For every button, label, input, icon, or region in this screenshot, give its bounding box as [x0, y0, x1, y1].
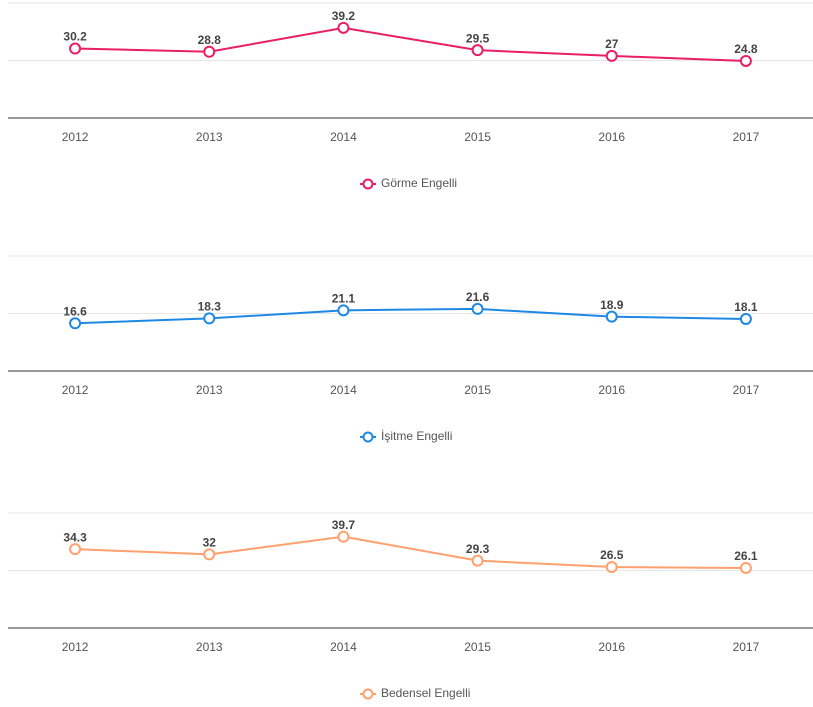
- legend-marker: [362, 431, 374, 443]
- legend-label: Görme Engelli: [381, 176, 457, 190]
- point: [203, 312, 216, 325]
- data-label: 29.3: [466, 542, 490, 556]
- point: [69, 317, 82, 330]
- x-tick-label: 2014: [330, 130, 357, 144]
- point: [337, 21, 350, 34]
- x-tick-label: 2015: [464, 130, 491, 144]
- point: [203, 548, 216, 561]
- data-label: 16.6: [63, 304, 87, 318]
- point: [739, 312, 752, 325]
- data-label: 32: [203, 536, 217, 550]
- point: [337, 304, 350, 317]
- data-label: 39.7: [332, 518, 356, 532]
- data-label: 28.8: [198, 33, 222, 47]
- data-label: 29.5: [466, 31, 490, 45]
- series-line: [75, 307, 746, 325]
- data-label: 39.2: [332, 9, 356, 23]
- x-tick-label: 2015: [464, 640, 491, 654]
- x-tick-label: 2012: [62, 383, 89, 397]
- data-label: 24.8: [734, 42, 758, 56]
- legend-label: İşitme Engelli: [381, 429, 452, 443]
- x-tick-label: 2013: [196, 640, 223, 654]
- x-tick-label: 2013: [196, 383, 223, 397]
- point: [739, 54, 752, 67]
- data-label: 26.5: [600, 548, 624, 562]
- x-tick-label: 2017: [733, 130, 760, 144]
- data-label: 18.9: [600, 298, 624, 312]
- data-label: 21.6: [466, 290, 490, 304]
- x-tick-label: 2014: [330, 640, 357, 654]
- point: [337, 530, 350, 543]
- data-label: 21.1: [332, 292, 356, 306]
- x-tick-label: 2017: [733, 383, 760, 397]
- x-tick-label: 2016: [598, 383, 625, 397]
- data-label: 18.1: [734, 300, 758, 314]
- x-tick-label: 2017: [733, 640, 760, 654]
- point: [69, 42, 82, 55]
- x-tick-label: 2012: [62, 130, 89, 144]
- point: [203, 45, 216, 58]
- point: [739, 561, 752, 574]
- point: [471, 302, 484, 315]
- point: [471, 44, 484, 57]
- x-tick-label: 2016: [598, 130, 625, 144]
- point: [605, 310, 618, 323]
- x-tick-label: 2012: [62, 640, 89, 654]
- x-tick-label: 2015: [464, 383, 491, 397]
- legend-marker: [362, 688, 374, 700]
- series-line: [75, 26, 746, 62]
- data-label: 34.3: [63, 530, 87, 544]
- data-label: 26.1: [734, 549, 758, 563]
- data-label: 30.2: [63, 30, 87, 44]
- x-tick-label: 2013: [196, 130, 223, 144]
- x-tick-label: 2014: [330, 383, 357, 397]
- point: [605, 49, 618, 62]
- series-line: [75, 535, 746, 569]
- point: [69, 543, 82, 556]
- point: [605, 561, 618, 574]
- legend-label: Bedensel Engelli: [381, 686, 470, 700]
- point: [471, 554, 484, 567]
- legend-marker: [362, 178, 374, 190]
- data-label: 27: [605, 37, 619, 51]
- x-tick-label: 2016: [598, 640, 625, 654]
- data-label: 18.3: [198, 300, 222, 314]
